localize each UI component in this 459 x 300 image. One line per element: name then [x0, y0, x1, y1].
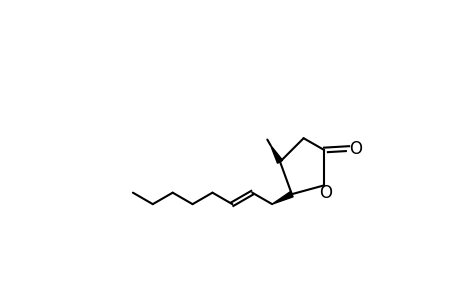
Polygon shape: [272, 191, 292, 204]
Text: O: O: [348, 140, 361, 158]
Polygon shape: [270, 145, 282, 163]
Text: O: O: [319, 184, 331, 202]
